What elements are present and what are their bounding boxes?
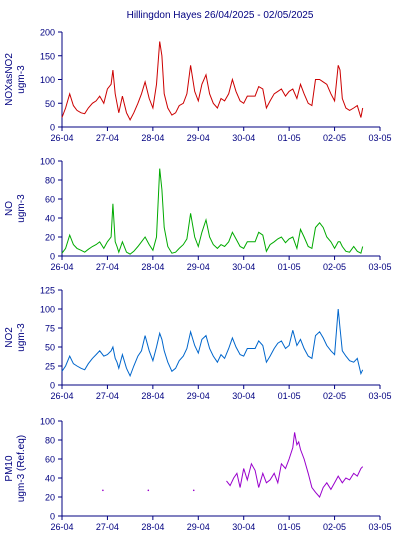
series-line	[61, 308, 364, 378]
x-tick-label: 29-04	[187, 522, 210, 532]
x-tick-label: 27-04	[96, 133, 119, 143]
x-tick-label: 29-04	[187, 262, 210, 272]
series-line	[226, 432, 364, 498]
y-tick-label: 80	[45, 176, 55, 186]
data-point	[192, 489, 195, 492]
y-tick-label: 0	[50, 512, 55, 522]
y-tick-label: 150	[40, 51, 55, 61]
x-tick-label: 26-04	[50, 133, 73, 143]
y-tick-label: 0	[50, 381, 55, 391]
x-tick-label: 27-04	[96, 262, 119, 272]
y-axis-label: ugm-3	[16, 194, 27, 223]
y-tick-label: 40	[45, 214, 55, 224]
y-axis-label: NOXasNO2	[4, 53, 15, 106]
y-tick-label: 100	[40, 75, 55, 85]
chart-title: Hillingdon Hayes 26/04/2025 - 02/05/2025	[127, 10, 314, 21]
x-tick-label: 28-04	[141, 522, 164, 532]
y-axis-label: NO	[4, 201, 15, 216]
y-axis-label: NO2	[4, 327, 15, 348]
x-tick-label: 01-05	[278, 133, 301, 143]
x-tick-label: 02-05	[323, 391, 346, 401]
x-tick-label: 26-04	[50, 391, 73, 401]
y-tick-label: 125	[40, 286, 55, 296]
x-tick-label: 30-04	[232, 522, 255, 532]
x-tick-label: 26-04	[50, 262, 73, 272]
x-tick-label: 28-04	[141, 133, 164, 143]
chart-panel-1: 0 20 40 60 80 100 26-04 27-04 28-04 29-04 30-04 01-…	[4, 157, 392, 273]
y-tick-label: 60	[45, 455, 55, 465]
y-tick-label: 60	[45, 195, 55, 205]
chart-panel-0: 0 50 100 150 200 26-04 27-04 28-04 29-04 30-04 01-…	[4, 28, 392, 144]
y-axis-label: ugm-3	[16, 323, 27, 352]
x-tick-label: 03-05	[368, 262, 391, 272]
y-tick-label: 80	[45, 436, 55, 446]
chart-panel-2: 0 25 50 75 100 125 26-04 27-04 28-04 29-04 30-04 01…	[4, 286, 392, 402]
y-tick-label: 200	[40, 28, 55, 38]
x-tick-label: 27-04	[96, 391, 119, 401]
x-tick-label: 30-04	[232, 391, 255, 401]
x-tick-label: 03-05	[368, 522, 391, 532]
y-tick-label: 40	[45, 474, 55, 484]
y-tick-label: 20	[45, 493, 55, 503]
x-tick-label: 01-05	[278, 391, 301, 401]
x-tick-label: 30-04	[232, 262, 255, 272]
y-tick-label: 25	[45, 362, 55, 372]
x-tick-label: 28-04	[141, 262, 164, 272]
x-tick-label: 27-04	[96, 522, 119, 532]
data-point	[102, 489, 104, 492]
chart-panel-3: 0 20 40 60 80 100 26-04 27-04 28-04 29-04 30-04 01-…	[4, 417, 392, 533]
data-point	[147, 489, 150, 492]
y-tick-label: 75	[45, 324, 55, 334]
y-tick-label: 100	[40, 157, 55, 167]
x-tick-label: 03-05	[368, 391, 391, 401]
series-line	[61, 168, 364, 255]
x-tick-label: 01-05	[278, 262, 301, 272]
series-line	[61, 41, 364, 121]
x-tick-label: 02-05	[323, 262, 346, 272]
x-tick-label: 28-04	[141, 391, 164, 401]
y-tick-label: 0	[50, 252, 55, 262]
y-axis-label: PM10	[4, 455, 15, 482]
x-tick-label: 29-04	[187, 133, 210, 143]
y-axis-label: ugm-3 (Ref.eq)	[16, 435, 27, 502]
y-tick-label: 50	[45, 343, 55, 353]
x-tick-label: 02-05	[323, 133, 346, 143]
x-tick-label: 02-05	[323, 522, 346, 532]
x-tick-label: 30-04	[232, 133, 255, 143]
y-tick-label: 0	[50, 123, 55, 133]
y-tick-label: 20	[45, 233, 55, 243]
x-tick-label: 03-05	[368, 133, 391, 143]
y-axis-label: ugm-3	[16, 65, 27, 94]
x-tick-label: 01-05	[278, 522, 301, 532]
y-tick-label: 50	[45, 99, 55, 109]
x-tick-label: 29-04	[187, 391, 210, 401]
y-tick-label: 100	[40, 417, 55, 427]
y-tick-label: 100	[40, 305, 55, 315]
x-tick-label: 26-04	[50, 522, 73, 532]
